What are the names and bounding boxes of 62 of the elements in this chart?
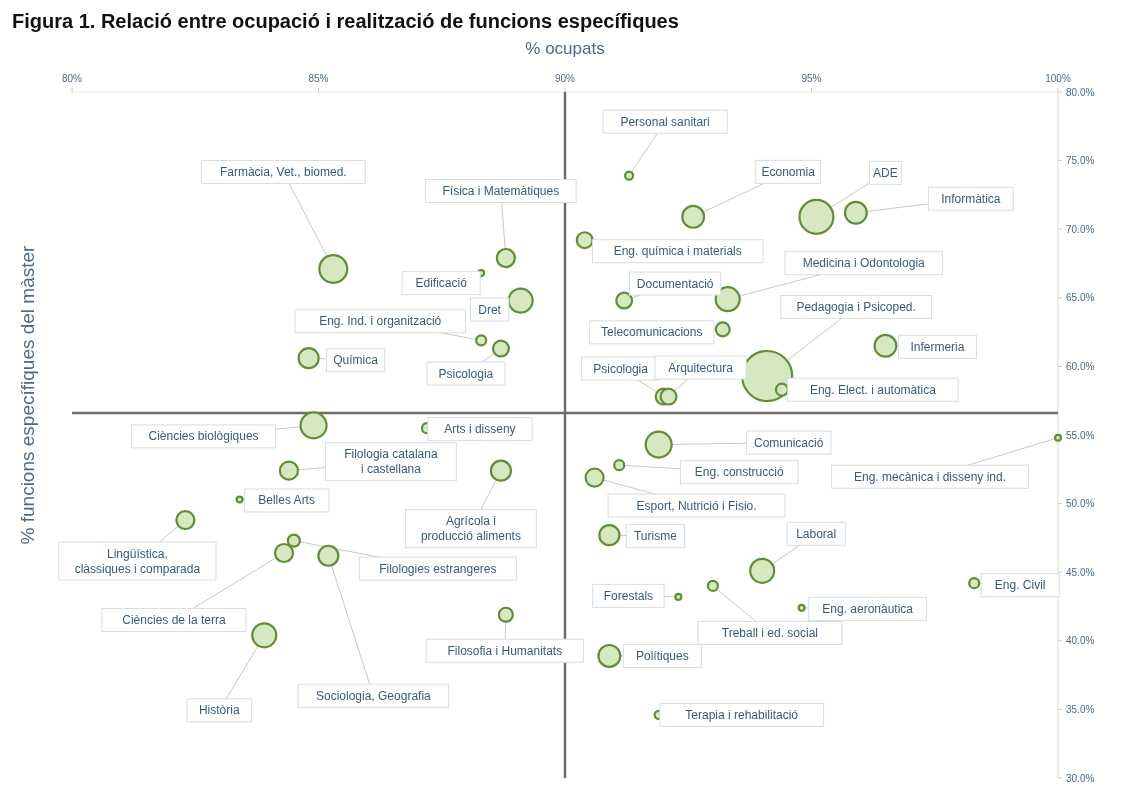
annotation: Comunicació [753,435,824,450]
annotation: Laboral [796,526,837,541]
annotation: Eng. Ind. i organització [319,314,442,329]
annotation: Filologies estrangeres [379,561,497,576]
x-axis-title: % ocupats [525,39,605,58]
annotation: Terapia i rehabilitació [685,707,799,722]
annotation: Edificació [415,276,468,291]
y-tick-label: 65.0% [1066,292,1095,304]
annotation: Infermeria [910,339,965,354]
annotation: Forestals [603,588,654,603]
annotation: Agrícola i producció aliments [420,514,521,544]
annotation: Física i Matemàtiques [442,184,560,199]
annotation: Turisme [633,529,678,544]
y-tick-label: 80.0% [1066,86,1095,98]
annotation: Treball i ed. social [721,625,819,640]
x-tick-label: 85% [308,73,329,84]
annotation: Farmàcia, Vet., biomed. [219,164,347,179]
annotation: Eng. construcció [694,465,784,480]
annotation: Química [333,353,379,368]
x-tick-label: 90% [554,73,576,84]
annotation: Polítiques [636,648,689,663]
annotation: Eng. química i materials [613,244,742,259]
annotation: Ciències de la terra [122,612,226,627]
annotation: Esport, Nutrició i Fisio. [636,498,757,513]
annotation: Arts i disseny [444,422,516,437]
annotation: Economia [761,164,816,179]
annotation: Pedagogia i Psicoped. [796,300,916,314]
y-tick-label: 45.0% [1066,566,1095,578]
y-tick-label: 55.0% [1066,429,1095,441]
annotation: Documentació [636,276,714,291]
annotation: ADE [873,165,898,180]
annotation: Personal sanitari [620,114,710,129]
annotation: Telecomunicacions [601,325,703,340]
annotation: Història [198,703,240,718]
annotation: Eng. mecànica i disseny ind. [853,469,1007,484]
annotation: Filologia catalana i castellana [344,447,438,477]
x-tick-label: 100% [1045,73,1071,84]
y-tick-label: 75.0% [1066,155,1095,167]
chart-title: Figura 1. Relació entre ocupació i realització de funcions específiques [12,10,679,32]
annotation: Eng. Elect. i automàtica [809,382,937,397]
y-tick-label: 30.0% [1066,772,1095,784]
annotation: Informàtica [941,191,1001,206]
annotation: Medicina i Odontologia [802,256,926,271]
annotation: Arquitectura [668,360,734,375]
x-tick-label: 95% [801,73,822,84]
x-tick-label: 80% [61,73,83,84]
annotation: Eng. aeronàutica [822,601,914,616]
y-tick-label: 60.0% [1066,360,1095,372]
y-tick-label: 40.0% [1066,635,1095,647]
annotation: Filosofia i Humanitats [447,643,563,658]
annotation: Dret [478,302,502,317]
y-tick-label: 50.0% [1066,498,1095,510]
annotation: Eng. Civil [994,578,1046,593]
annotation: Sociologia, Geografia [315,688,432,703]
y-tick-label: 70.0% [1066,223,1095,235]
annotation: Belles Arts [258,493,315,508]
annotation: Lingüística, clàssiques i comparada [74,546,201,576]
annotation: Psicologia [593,361,649,376]
annotation: Ciències biològiques [148,429,259,444]
annotation: Psicologia [438,366,494,381]
y-tick-label: 35.0% [1066,703,1095,715]
y-axis-title: % funcions específiques del màster [17,244,38,545]
